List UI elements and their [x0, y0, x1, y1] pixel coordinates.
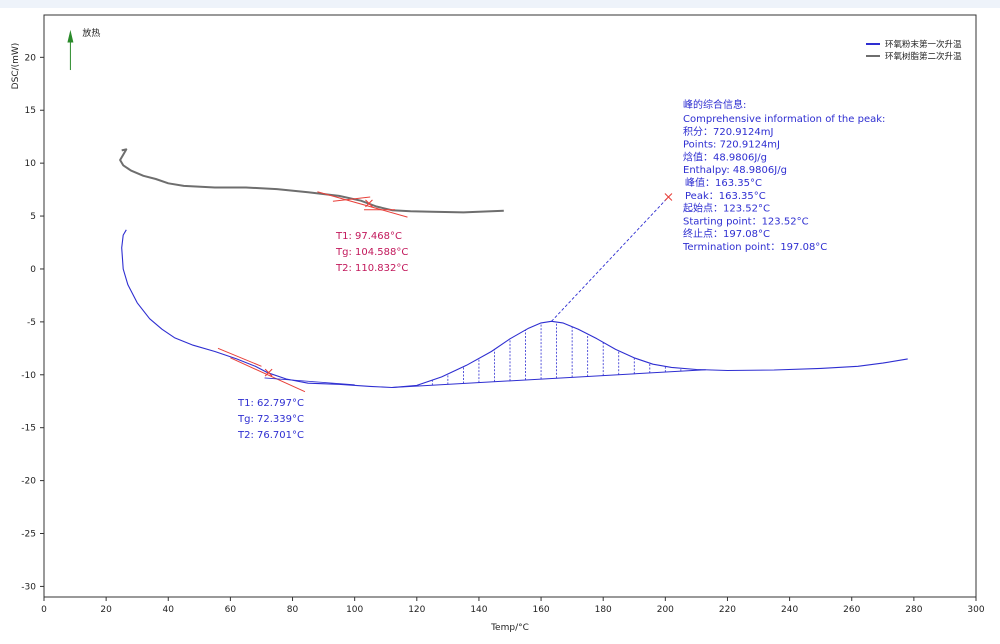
peak-info-header: 峰的综合信息:: [683, 98, 746, 111]
y-tick-label: -30: [21, 582, 36, 592]
peak-baseline: [391, 369, 706, 388]
legend-label-2: 环氧树脂第二次升温: [885, 51, 962, 62]
peak-leader-line: [551, 196, 669, 322]
y-tick-label: -15: [21, 424, 36, 434]
series-line-2: [119, 148, 504, 214]
exo-arrow-head-icon: [67, 29, 74, 43]
x-tick-label: 260: [843, 605, 860, 615]
peak-info-line: 峰值：163.35°C: [685, 176, 762, 189]
y-tick-label: 5: [30, 212, 36, 222]
x-tick-label: 180: [595, 605, 612, 615]
peak-info-line: Termination point：197.08°C: [682, 242, 827, 253]
x-tick-label: 160: [532, 605, 549, 615]
tg1-t2-label: T2: 76.701°C: [237, 430, 304, 441]
y-tick-label: -5: [27, 318, 36, 328]
y-tick-label: 0: [30, 265, 36, 275]
x-marker-stroke: [664, 193, 673, 201]
peak-info-line: Peak：163.35°C: [685, 191, 766, 202]
x-tick-label: 60: [225, 605, 237, 615]
series-line-1: [121, 229, 908, 389]
x-tick-label: 80: [287, 605, 299, 615]
peak-info-line: 终止点：197.08°C: [683, 227, 770, 240]
window-top-band: [0, 0, 1000, 8]
x-tick-label: 100: [346, 605, 363, 615]
tg1-tangent-2: [230, 357, 306, 393]
peak-info-line: 焓值：48.9806J/g: [683, 150, 767, 163]
y-axis-label: DSC/(mW): [11, 43, 21, 90]
peak-info-line: 起始点：123.52°C: [683, 202, 770, 215]
plot-frame: [43, 14, 977, 598]
tg1-t1-label: T1: 62.797°C: [237, 398, 304, 409]
peak-info-line: Starting point：123.52°C: [683, 216, 809, 227]
peak-info-line: Points: 720.9124mJ: [683, 140, 780, 151]
y-tick-label: -10: [21, 371, 36, 381]
y-tick-label: 10: [25, 159, 37, 169]
x-tick-label: 240: [781, 605, 798, 615]
peak-info-line: Enthalpy: 48.9806J/g: [683, 165, 787, 176]
y-tick-label: -20: [21, 477, 36, 487]
x-tick-label: 140: [470, 605, 487, 615]
tg2-tg-label: Tg: 104.588°C: [335, 247, 408, 258]
tg2-marker-icon: [365, 199, 373, 208]
peak-info-line: 积分：720.9124mJ: [683, 126, 773, 138]
peak-marker-icon: [664, 193, 673, 201]
x-tick-label: 280: [905, 605, 922, 615]
y-tick-label: -25: [21, 530, 36, 540]
peak-info-line: Comprehensive information of the peak:: [683, 114, 885, 125]
x-tick-label: 220: [719, 605, 736, 615]
tg1-marker-icon: [264, 368, 273, 377]
x-tick-label: 120: [408, 605, 425, 615]
y-tick-label: 15: [25, 106, 36, 116]
legend-label-1: 环氧粉末第一次升温: [885, 39, 962, 50]
x-tick-label: 300: [967, 605, 984, 615]
x-axis-label: Temp/°C: [490, 623, 529, 633]
tg2-t2-label: T2: 110.832°C: [335, 263, 408, 274]
tg1-baseline: [264, 377, 355, 386]
x-tick-label: 20: [100, 605, 112, 615]
tg1-tangent-1: [217, 347, 262, 367]
tg2-t1-label: T1: 97.468°C: [335, 231, 402, 242]
x-tick-label: 0: [41, 605, 47, 615]
x-marker-stroke: [365, 199, 373, 208]
tg1-tg-label: Tg: 72.339°C: [237, 414, 304, 425]
x-tick-label: 200: [657, 605, 674, 615]
tg2-tangent-2: [332, 196, 371, 202]
x-tick-label: 40: [163, 605, 175, 615]
y-tick-label: 20: [25, 53, 37, 63]
exo-label: 放热: [82, 27, 100, 39]
x-marker-stroke: [264, 368, 273, 377]
tg2-tangent-1: [317, 191, 408, 218]
